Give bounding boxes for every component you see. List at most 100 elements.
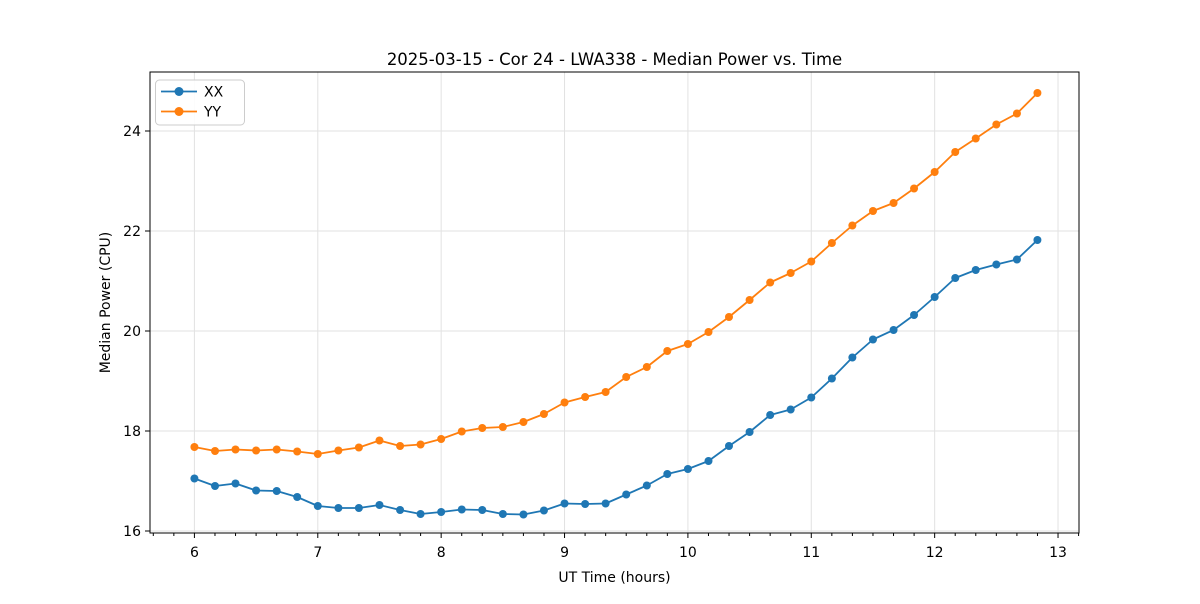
series-YY-point [457, 427, 466, 436]
series-XX-point [354, 504, 363, 512]
series-XX-point [683, 465, 692, 473]
series-XX-point [560, 499, 569, 508]
series-XX-line [194, 239, 1039, 516]
y-tick-label: 24 [123, 124, 141, 140]
series-YY-point [724, 313, 733, 321]
series-XX-point [416, 510, 425, 518]
series-YY-point [992, 120, 1001, 129]
legend-marker-yy [174, 107, 184, 116]
legend-entry-xx: XX [161, 85, 224, 101]
series-XX-point [786, 405, 795, 414]
series-YY-point [190, 443, 199, 451]
x-tick-label: 10 [679, 545, 697, 561]
legend-label-xx: XX [204, 85, 224, 101]
series-YY-point [910, 184, 919, 193]
y-axis-label: Median Power (CPU) [98, 232, 114, 374]
series-XX-point [827, 374, 836, 383]
series-XX-point [1033, 236, 1042, 244]
series-YY-point [930, 168, 939, 176]
series-YY-point [581, 393, 590, 401]
x-tick-label: 7 [313, 545, 322, 561]
series-XX-point [375, 501, 384, 509]
series-XX-point [313, 502, 322, 510]
x-axis-label: UT Time (hours) [558, 570, 670, 586]
y-tick-label: 20 [123, 324, 141, 340]
series-XX-point [889, 326, 898, 334]
series-YY-point [951, 148, 960, 156]
series-XX-point [272, 487, 281, 495]
series-YY-point [848, 221, 857, 230]
series-XX-point [190, 474, 199, 483]
series-YY-point [807, 257, 816, 266]
series-layer [190, 89, 1042, 519]
series-YY-point [396, 442, 405, 450]
series-XX-point [478, 506, 487, 514]
x-tick-label: 6 [190, 545, 199, 561]
series-XX-point [252, 486, 261, 495]
series-YY-point [560, 398, 569, 407]
series-YY-point [539, 410, 548, 418]
series-XX-point [601, 499, 610, 508]
series-YY-point [437, 435, 446, 443]
series-YY-point [766, 278, 775, 287]
series-YY-point [663, 347, 672, 355]
series-YY-point [1033, 89, 1042, 97]
series-XX-point [807, 393, 816, 402]
series-YY-point [971, 134, 980, 143]
legend-entry-yy: YY [161, 105, 222, 121]
series-XX-point [396, 506, 405, 514]
series-YY-point [498, 423, 507, 431]
plot-border [149, 71, 1080, 534]
series-XX-point [745, 428, 754, 436]
series-XX-point [930, 293, 939, 301]
series-XX-point [910, 311, 919, 319]
y-tick-label: 16 [123, 524, 141, 540]
legend: XX YY [155, 79, 245, 126]
series-XX-point [519, 510, 528, 519]
series-YY-point [252, 446, 261, 455]
series-XX-point [581, 500, 590, 508]
series-YY-point [375, 436, 384, 445]
series-YY-point [354, 443, 363, 452]
series-YY-point [211, 447, 220, 455]
series-XX-point [848, 353, 857, 362]
series-XX-point [971, 266, 980, 274]
series-XX-point [539, 506, 548, 515]
series-XX-point [663, 470, 672, 478]
series-YY-point [231, 445, 240, 454]
series-XX-point [293, 493, 302, 501]
legend-label-yy: YY [203, 105, 222, 121]
y-tick-label: 18 [123, 424, 141, 440]
series-XX-point [457, 505, 466, 514]
x-tick-label: 12 [926, 545, 944, 561]
series-YY-point [827, 239, 836, 247]
series-XX-point [868, 335, 877, 344]
series-XX-point [951, 274, 960, 282]
series-XX-point [642, 481, 651, 490]
series-YY-point [313, 450, 322, 458]
series-YY-point [622, 373, 631, 381]
series-XX-point [766, 411, 775, 419]
series-XX-point [622, 490, 631, 499]
y-tick-label: 22 [123, 224, 141, 240]
x-tick-label: 11 [802, 545, 820, 561]
x-tick-label: 13 [1049, 545, 1067, 561]
legend-marker-xx [174, 87, 184, 96]
chart-title: 2025-03-15 - Cor 24 - LWA338 - Median Po… [387, 50, 842, 69]
series-XX-point [231, 479, 240, 488]
series-YY-point [889, 199, 898, 207]
series-YY-point [334, 446, 343, 455]
series-XX-point [211, 482, 220, 490]
grid-layer [150, 72, 1079, 533]
series-YY-point [745, 296, 754, 304]
series-YY-point [519, 418, 528, 426]
tick-layer: 6 7 8 9 10 11 12 13 16 18 20 22 24 [123, 124, 1080, 561]
series-XX-point [334, 504, 343, 512]
series-YY-line [194, 92, 1039, 455]
series-YY-point [683, 340, 692, 348]
series-YY-point [272, 445, 281, 454]
series-YY-point [642, 363, 651, 371]
series-YY-point [704, 328, 713, 336]
